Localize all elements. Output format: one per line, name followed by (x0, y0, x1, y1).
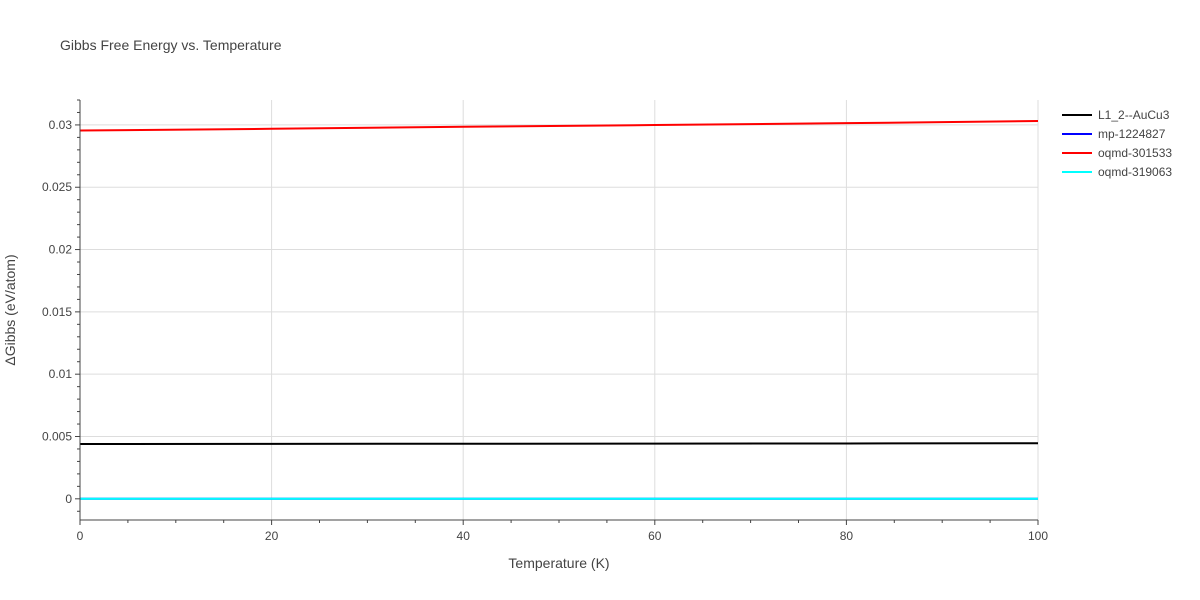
legend-item[interactable]: oqmd-301533 (1062, 146, 1172, 160)
x-tick-label: 80 (840, 529, 854, 543)
grid (80, 100, 1039, 520)
legend-label: oqmd-301533 (1098, 146, 1172, 160)
legend-item[interactable]: mp-1224827 (1062, 127, 1166, 141)
chart-title: Gibbs Free Energy vs. Temperature (60, 37, 282, 53)
y-tick-label: 0.015 (42, 305, 72, 319)
y-tick-label: 0.005 (42, 429, 72, 443)
legend-item[interactable]: L1_2--AuCu3 (1062, 108, 1170, 122)
x-tick-label: 20 (265, 529, 279, 543)
legend-label: oqmd-319063 (1098, 165, 1172, 179)
y-axis-title: ΔGibbs (eV/atom) (2, 254, 18, 365)
x-tick-label: 0 (77, 529, 84, 543)
y-tick-label: 0.03 (49, 118, 73, 132)
legend-label: L1_2--AuCu3 (1098, 108, 1170, 122)
series-lines (79, 120, 1039, 500)
x-tick-label: 100 (1028, 529, 1048, 543)
axes: 0 20 40 60 80 100 0 0.005 0.01 0.015 0.02 0.025 0.03 (42, 99, 1048, 543)
legend[interactable]: L1_2--AuCu3 mp-1224827 oqmd-301533 oqmd-319… (1062, 108, 1172, 179)
y-tick-label: 0.01 (49, 367, 73, 381)
legend-item[interactable]: oqmd-319063 (1062, 165, 1172, 179)
x-axis-title: Temperature (K) (508, 555, 609, 571)
y-tick-label: 0.025 (42, 180, 72, 194)
legend-label: mp-1224827 (1098, 127, 1166, 141)
x-tick-label: 40 (457, 529, 471, 543)
y-tick-label: 0.02 (49, 243, 73, 257)
y-tick-label: 0 (65, 492, 72, 506)
series-line-oqmd-301533 (79, 120, 1039, 132)
x-tick-label: 60 (648, 529, 662, 543)
series-line-l1-2-aucu3 (79, 442, 1039, 445)
